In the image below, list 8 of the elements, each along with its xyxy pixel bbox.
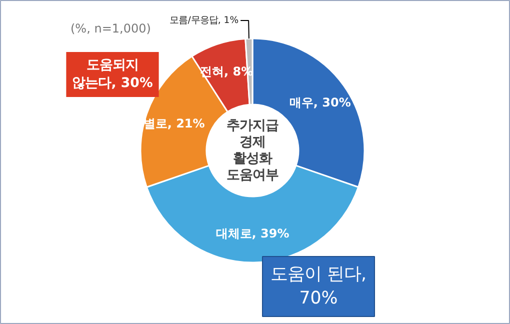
text: (%, n=1,000) <box>70 22 151 36</box>
slice-label: 별로, 21% <box>143 116 205 130</box>
text: 도움이 된다, 70% <box>270 264 367 308</box>
slice-label: 모름/무응답, 1% <box>170 15 239 26</box>
text: 추가지급 경제 활성화 도움여부 <box>226 118 278 183</box>
slice-label: 매우, 30% <box>289 95 351 110</box>
slice-label: 대체로, 39% <box>216 226 290 240</box>
text: 도움되지 않는다, 30% <box>72 58 153 91</box>
